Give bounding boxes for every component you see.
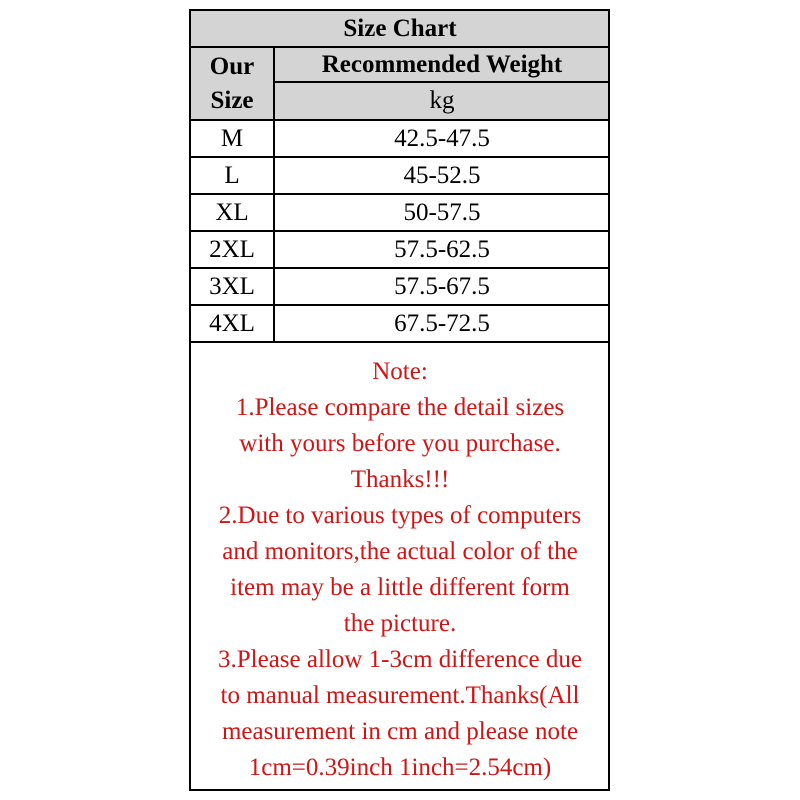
weight-cell: 50-57.5 — [403, 198, 481, 226]
border — [189, 46, 610, 48]
border — [189, 9, 610, 11]
border — [189, 193, 610, 195]
border — [189, 156, 610, 158]
border — [189, 119, 610, 121]
size-cell: 4XL — [209, 309, 255, 337]
unit: kg — [274, 82, 610, 120]
size-cell: XL — [215, 198, 249, 226]
size-cell: 3XL — [209, 272, 255, 300]
note-line: Thanks!!! — [350, 466, 450, 493]
size-cell: L — [224, 161, 240, 189]
note-line: measurement in cm and please note — [221, 718, 579, 745]
note-line: and monitors,the actual color of the — [222, 538, 578, 565]
border — [189, 9, 191, 791]
title: Size Chart — [190, 10, 610, 47]
border — [189, 341, 610, 343]
weight-cell: 57.5-67.5 — [394, 272, 490, 300]
note-line: to manual measurement.Thanks(All — [220, 682, 580, 709]
border — [189, 230, 610, 232]
weight-header: Recommended Weight — [274, 47, 610, 82]
weight-cell: 45-52.5 — [403, 161, 481, 189]
weight-cell: 57.5-62.5 — [394, 235, 490, 263]
border — [189, 304, 610, 306]
size-cell: 2XL — [209, 235, 255, 263]
note-line: 1cm=0.39inch 1inch=2.54cm) — [248, 754, 552, 781]
note-line: 1.Please compare the detail sizes — [235, 394, 565, 421]
weight-cell: 42.5-47.5 — [394, 124, 490, 152]
border — [273, 81, 610, 83]
size-header: Our Size — [190, 47, 274, 120]
border — [189, 267, 610, 269]
border — [189, 789, 610, 791]
weight-cell: 67.5-72.5 — [394, 309, 490, 337]
note-line: the picture. — [343, 610, 457, 637]
size-cell: M — [220, 124, 244, 152]
note-line: 2.Due to various types of computers — [218, 502, 582, 529]
note-line: with yours before you purchase. — [239, 430, 561, 457]
note-line: 3.Please allow 1-3cm difference due — [218, 646, 582, 673]
note-title: Note: — [372, 358, 428, 385]
note-line: item may be a little different form — [230, 574, 570, 601]
border — [608, 9, 610, 791]
